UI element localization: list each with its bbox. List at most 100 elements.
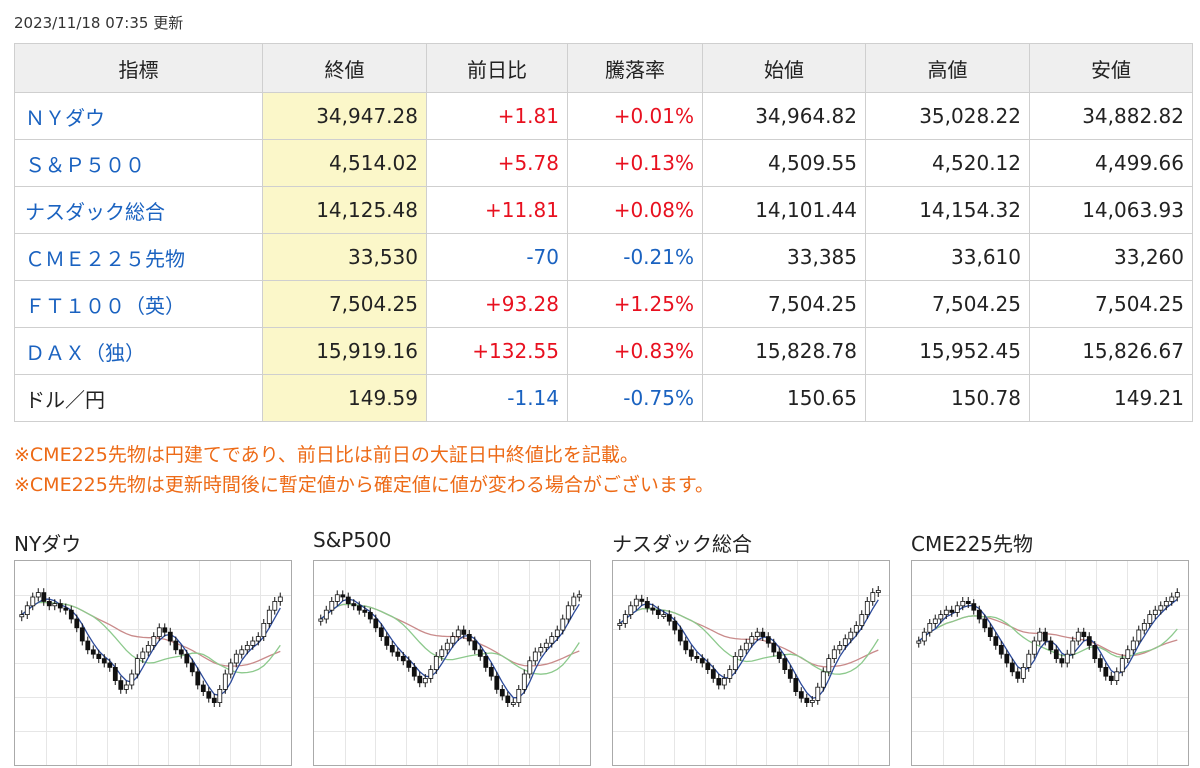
candle-body xyxy=(417,675,423,684)
candle-body xyxy=(1009,662,1015,673)
chart-svg xyxy=(912,561,1188,765)
candle-body xyxy=(864,601,870,616)
candle-body xyxy=(875,589,881,593)
candle-body xyxy=(79,627,85,642)
candle-body xyxy=(389,645,395,653)
chart-title[interactable]: CME225先物 xyxy=(911,532,1034,556)
candle-body xyxy=(954,605,960,613)
candle-body xyxy=(455,629,461,637)
index-name-link[interactable]: ＦＴ１００（英） xyxy=(14,280,263,328)
market-quotes-table: 指標 終値 前日比 騰落率 始値 高値 安値 ＮＹダウ 34,947.28 +1.8… xyxy=(14,43,1193,422)
candle-body xyxy=(477,649,483,657)
index-name-link[interactable]: ＣＭＥ２２５先物 xyxy=(14,233,263,281)
chart-panel-cme225[interactable]: CME225先物 xyxy=(911,528,1189,766)
candle-body xyxy=(24,605,30,615)
candle-body xyxy=(754,631,760,637)
moving-average-line xyxy=(619,599,879,699)
candle-body xyxy=(1004,653,1010,664)
candle-body xyxy=(639,598,645,602)
candle-body xyxy=(373,618,379,629)
cell-change: -70 xyxy=(426,233,568,281)
candle-body xyxy=(1037,631,1043,642)
candle-body xyxy=(549,636,555,644)
candle-body xyxy=(151,636,157,646)
index-name-link[interactable]: ＤＡＸ（独） xyxy=(14,327,263,375)
candle-body xyxy=(1026,653,1032,668)
candle-body xyxy=(118,680,124,690)
candle-body xyxy=(184,653,190,664)
candle-body xyxy=(1130,640,1136,651)
header-close: 終値 xyxy=(262,43,427,93)
candle-body xyxy=(1125,649,1131,660)
cell-close: 14,125.48 xyxy=(262,186,427,234)
candle-body xyxy=(367,612,373,620)
candle-body xyxy=(74,618,80,629)
candle-body xyxy=(57,603,63,609)
chart-title[interactable]: S&P500 xyxy=(313,528,392,552)
candle-body xyxy=(938,614,944,620)
index-name-link[interactable]: ＮＹダウ xyxy=(14,92,263,140)
header-high: 高値 xyxy=(865,43,1030,93)
candle-body xyxy=(622,614,628,624)
candlestick-chart[interactable] xyxy=(911,560,1189,766)
cell-change: -1.14 xyxy=(426,374,568,422)
candle-body xyxy=(1108,675,1114,681)
candle-body xyxy=(63,607,69,611)
chart-svg xyxy=(314,561,590,765)
chart-svg xyxy=(15,561,291,765)
candle-body xyxy=(721,678,727,686)
candle-body xyxy=(870,592,876,602)
candle-body xyxy=(494,675,500,690)
chart-title[interactable]: ナスダック総合 xyxy=(612,532,752,556)
candle-body xyxy=(688,649,694,657)
candle-body xyxy=(820,671,826,688)
candle-body xyxy=(444,642,450,651)
candle-body xyxy=(228,662,234,675)
candle-body xyxy=(41,592,47,602)
candle-body xyxy=(738,649,744,657)
candle-body xyxy=(655,609,661,616)
chart-panel-nydow[interactable]: NYダウ xyxy=(14,528,292,766)
candle-body xyxy=(68,609,74,620)
candle-body xyxy=(976,609,982,620)
candle-body xyxy=(760,631,766,637)
table-row: ドル／円 149.59 -1.14 -0.75% 150.65 150.78 149.21 xyxy=(14,374,1193,422)
chart-panel-nasdaq[interactable]: ナスダック総合 xyxy=(612,528,890,766)
candle-body xyxy=(543,642,549,648)
index-name-link[interactable]: Ｓ＆Ｐ５００ xyxy=(14,139,263,187)
candle-body xyxy=(239,649,245,655)
chart-title[interactable]: NYダウ xyxy=(14,532,82,556)
candle-body xyxy=(853,625,859,633)
header-index: 指標 xyxy=(14,43,263,93)
candle-body xyxy=(450,636,456,644)
candle-body xyxy=(532,651,538,662)
candle-body xyxy=(85,640,91,651)
candle-body xyxy=(516,688,522,703)
candle-body xyxy=(1174,592,1180,598)
candle-body xyxy=(178,649,184,655)
candle-body xyxy=(628,605,634,615)
table-row: ナスダック総合 14,125.48 +11.81 +0.08% 14,101.44 14,… xyxy=(14,186,1193,234)
candle-body xyxy=(222,673,228,690)
candle-body xyxy=(112,667,118,682)
candlestick-chart[interactable] xyxy=(14,560,292,766)
candle-body xyxy=(815,686,821,701)
candle-body xyxy=(323,609,329,620)
candle-body xyxy=(787,669,793,679)
cell-open: 7,504.25 xyxy=(702,280,866,328)
candle-body xyxy=(318,618,324,622)
candle-body xyxy=(804,697,810,703)
candle-body xyxy=(345,596,351,604)
candle-body xyxy=(167,631,173,642)
cell-low: 149.21 xyxy=(1029,374,1193,422)
candle-body xyxy=(1059,658,1065,664)
index-name-link[interactable]: ナスダック総合 xyxy=(14,186,263,234)
candlestick-chart[interactable] xyxy=(313,560,591,766)
candle-body xyxy=(1119,658,1125,673)
candle-body xyxy=(1169,596,1175,602)
chart-panel-sp500[interactable]: S&P500 xyxy=(313,528,591,766)
cell-close: 34,947.28 xyxy=(262,92,427,140)
candlestick-chart[interactable] xyxy=(612,560,890,766)
candle-body xyxy=(1114,671,1120,682)
candle-body xyxy=(927,623,933,633)
